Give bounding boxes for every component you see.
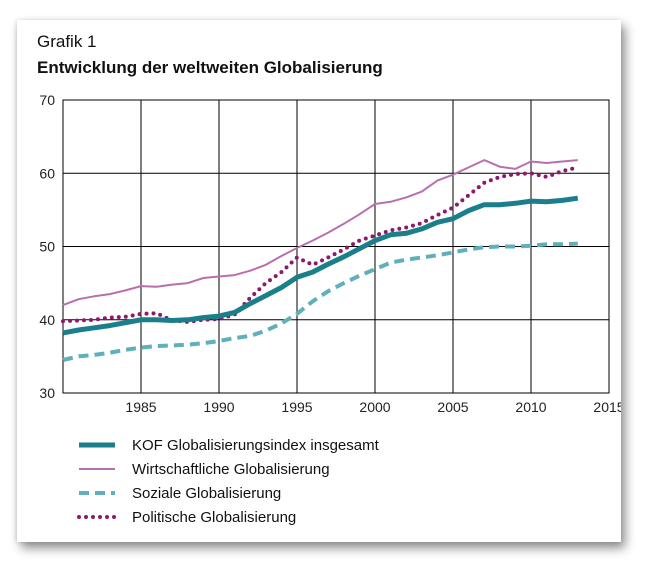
y-tick-label: 70	[39, 92, 55, 108]
legend-label: Politische Globalisierung	[132, 509, 296, 526]
y-tick-label: 60	[39, 165, 55, 181]
series-line	[62, 195, 579, 336]
y-tick-label: 50	[39, 239, 55, 255]
figure-label: Grafik 1	[37, 32, 97, 51]
series-line	[62, 241, 578, 362]
x-tick-label: 1990	[203, 399, 234, 415]
x-tick-label: 1995	[281, 399, 312, 415]
legend-label: Wirtschaftliche Globalisierung	[132, 461, 330, 478]
y-tick-label: 30	[39, 385, 55, 401]
x-tick-label: 2000	[359, 399, 390, 415]
x-tick-label: 2005	[437, 399, 468, 415]
figure-card: Grafik 1 Entwicklung der weltweiten Glob…	[17, 20, 621, 542]
series-line	[62, 159, 578, 307]
x-tick-label: 2010	[515, 399, 546, 415]
x-tick-label: 2015	[593, 399, 621, 415]
x-tick-label: 1985	[125, 399, 156, 415]
figure-title: Entwicklung der weltweiten Globalisierun…	[37, 58, 383, 77]
line-chart: 30 40 50 60 70 1985 1990 1995 2000 2005 2010 2015 KO…	[39, 92, 621, 526]
y-tick-label: 40	[39, 312, 55, 328]
legend-label: KOF Globalisierungsindex insgesamt	[132, 437, 380, 454]
series-line	[61, 165, 580, 324]
legend-label: Soziale Globalisierung	[132, 485, 281, 502]
